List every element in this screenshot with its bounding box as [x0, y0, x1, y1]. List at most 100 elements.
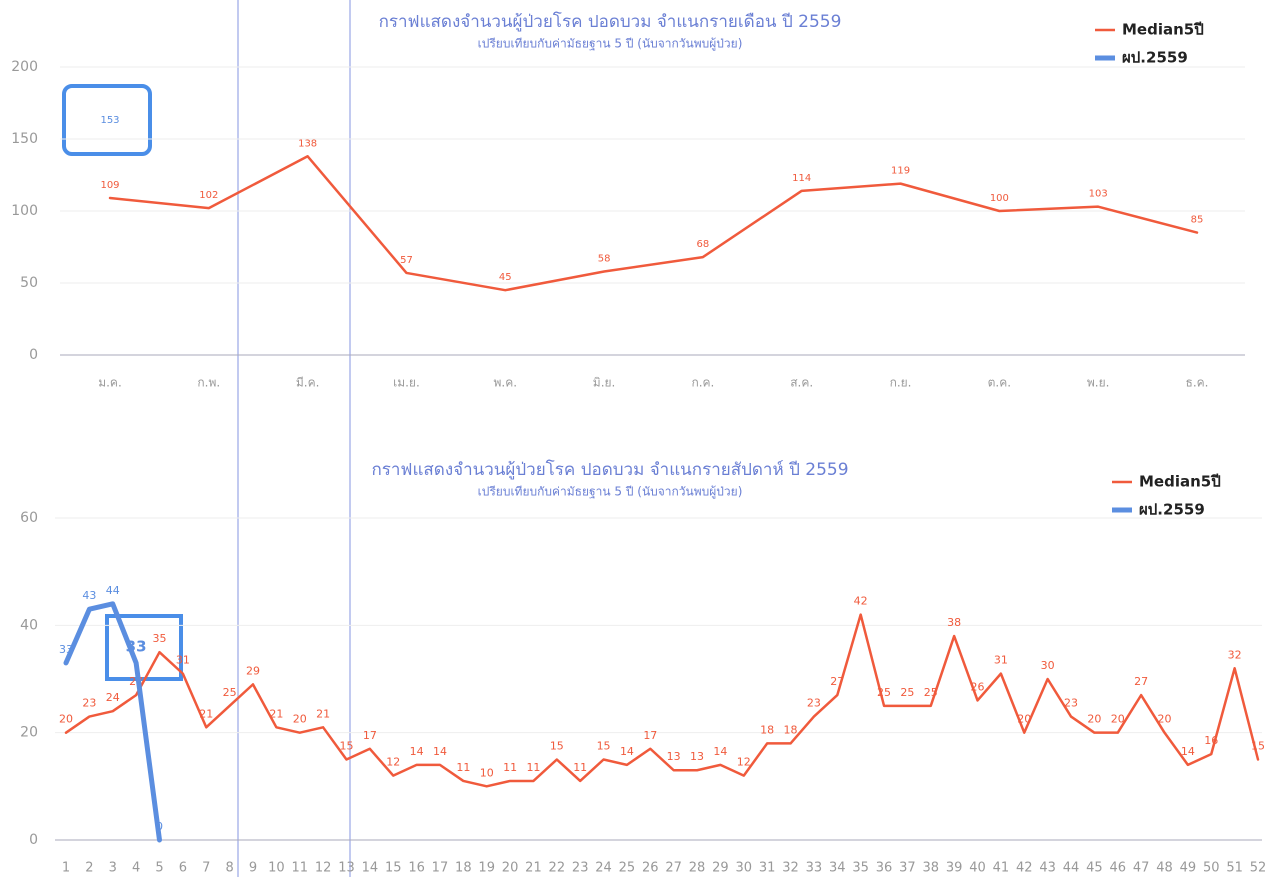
y-tick-label: 100	[11, 203, 38, 219]
x-tick-label: ต.ค.	[988, 376, 1011, 390]
data-label: 35	[152, 632, 166, 645]
data-label: 33	[59, 643, 73, 656]
data-label: 20	[1158, 713, 1172, 726]
x-tick-label: 38	[923, 861, 940, 876]
x-tick-label: 29	[712, 861, 729, 876]
data-label: 16	[1204, 734, 1218, 747]
x-tick-label: 41	[993, 861, 1010, 876]
x-tick-label: 8	[225, 861, 233, 876]
data-label: 114	[792, 173, 811, 184]
x-tick-label: 5	[155, 861, 163, 876]
chart-subtitle: เปรียบเทียบกับค่ามัธยฐาน 5 ปี (นับจากวัน…	[478, 37, 743, 52]
data-label: 42	[854, 595, 868, 608]
data-label: 10	[480, 766, 494, 779]
y-tick-label: 200	[11, 59, 38, 75]
x-tick-label: 3	[109, 861, 117, 876]
x-tick-label: 24	[595, 861, 612, 876]
data-label: 21	[269, 707, 283, 720]
x-tick-label: 2	[85, 861, 93, 876]
x-tick-label: 14	[362, 861, 379, 876]
data-label: 0	[156, 820, 163, 833]
data-label: 68	[697, 239, 710, 250]
legend-label: Median5ปี	[1122, 21, 1204, 39]
data-label: 11	[503, 761, 517, 774]
x-tick-label: ธ.ค.	[1186, 376, 1209, 390]
data-label: 44	[106, 584, 120, 597]
chart-subtitle: เปรียบเทียบกับค่ามัธยฐาน 5 ปี (นับจากวัน…	[478, 485, 743, 500]
legend-label: ผป.2559	[1122, 49, 1188, 67]
x-tick-label: ส.ค.	[790, 376, 813, 390]
x-tick-label: 42	[1016, 861, 1033, 876]
x-tick-label: 28	[689, 861, 706, 876]
chart-title: กราฟแสดงจำนวนผู้ป่วยโรค ปอดบวม จำแนกรายเ…	[379, 11, 842, 32]
data-label: 102	[199, 190, 218, 201]
data-label: 109	[100, 180, 119, 191]
data-label: 14	[410, 745, 424, 758]
data-label: 15	[339, 740, 353, 753]
x-tick-label: 37	[899, 861, 916, 876]
data-label: 15	[1251, 740, 1265, 753]
x-tick-label: 39	[946, 861, 963, 876]
x-tick-label: 21	[525, 861, 542, 876]
data-label: 17	[643, 729, 657, 742]
x-tick-label: ก.ย.	[890, 376, 912, 390]
data-label: 45	[499, 272, 512, 283]
data-label: 20	[1087, 713, 1101, 726]
x-tick-label: 50	[1203, 861, 1220, 876]
data-label: 13	[667, 750, 681, 763]
x-tick-label: 44	[1063, 861, 1080, 876]
data-label: 103	[1089, 189, 1108, 200]
chart-title: กราฟแสดงจำนวนผู้ป่วยโรค ปอดบวม จำแนกรายส…	[371, 459, 848, 480]
data-label: 21	[199, 707, 213, 720]
data-label: 25	[877, 686, 891, 699]
x-tick-label: ก.พ.	[197, 376, 220, 390]
data-label: 12	[737, 756, 751, 769]
legend-label: ผป.2559	[1139, 501, 1205, 519]
x-tick-label: 33	[806, 861, 823, 876]
x-tick-label: 52	[1250, 861, 1265, 876]
x-tick-label: 16	[408, 861, 425, 876]
highlight-box	[62, 84, 152, 156]
x-tick-label: 30	[736, 861, 753, 876]
data-label: 27	[830, 675, 844, 688]
data-label: 100	[990, 193, 1009, 204]
x-tick-label: 13	[338, 861, 355, 876]
data-label: 20	[1017, 713, 1031, 726]
data-label: 119	[891, 166, 910, 177]
x-tick-label: ม.ค.	[98, 376, 122, 390]
data-label: 25	[900, 686, 914, 699]
x-tick-label: 40	[969, 861, 986, 876]
data-label: 18	[784, 723, 798, 736]
x-tick-label: 12	[315, 861, 332, 876]
data-label: 32	[1228, 648, 1242, 661]
y-tick-label: 20	[20, 725, 38, 741]
data-label: 31	[176, 654, 190, 667]
data-line	[63, 601, 162, 843]
x-tick-label: 6	[179, 861, 187, 876]
data-label: 58	[598, 253, 611, 264]
data-label: 33	[126, 638, 147, 656]
x-tick-label: 43	[1039, 861, 1056, 876]
x-tick-label: 36	[876, 861, 893, 876]
data-line	[64, 613, 1260, 788]
data-label: 17	[363, 729, 377, 742]
x-tick-label: 45	[1086, 861, 1103, 876]
data-label: 20	[1111, 713, 1125, 726]
data-label: 23	[807, 697, 821, 710]
data-label: 31	[994, 654, 1008, 667]
data-label: 21	[316, 707, 330, 720]
x-tick-label: มี.ค.	[296, 376, 320, 390]
data-label: 25	[223, 686, 237, 699]
data-label: 11	[573, 761, 587, 774]
x-tick-label: 15	[385, 861, 402, 876]
data-label: 23	[82, 697, 96, 710]
x-tick-label: 7	[202, 861, 210, 876]
data-label: 57	[400, 255, 413, 266]
x-tick-label: 9	[249, 861, 257, 876]
x-tick-label: 18	[455, 861, 472, 876]
data-label: 38	[947, 616, 961, 629]
x-tick-label: 35	[852, 861, 869, 876]
y-tick-label: 0	[29, 832, 38, 848]
x-tick-label: 25	[619, 861, 636, 876]
x-tick-label: 1	[62, 861, 70, 876]
